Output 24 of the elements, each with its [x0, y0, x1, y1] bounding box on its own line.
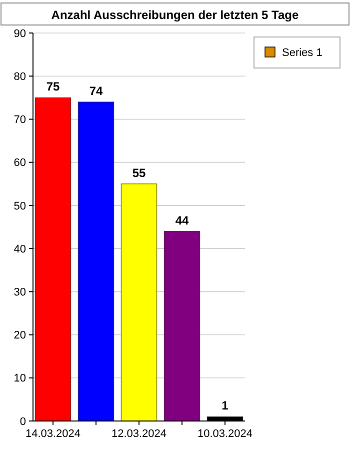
y-tick-label: 70: [14, 114, 26, 126]
data-label: 1: [222, 398, 229, 413]
data-label: 74: [89, 84, 103, 98]
y-tick-label: 30: [14, 286, 26, 299]
text: Series 1: [282, 47, 322, 59]
bar: [78, 102, 114, 422]
data-label: 55: [132, 166, 146, 180]
y-tick-label: 10: [14, 372, 26, 385]
y-tick-label: 80: [14, 70, 26, 83]
y-tick-label: 40: [14, 243, 26, 256]
bar: [164, 231, 200, 422]
x-tick-label: 14.03.2024: [25, 428, 81, 440]
y-tick-label: 50: [14, 200, 26, 212]
data-label: 75: [46, 80, 60, 94]
bar: [34, 97, 72, 422]
x-tick-label: 12.03.2024: [111, 428, 167, 440]
data-label: 44: [175, 213, 189, 228]
bar: [120, 184, 158, 422]
y-tick-label: 60: [14, 157, 26, 170]
y-tick-label: 90: [14, 28, 26, 40]
y-tick-label: 0: [20, 416, 26, 428]
y-tick-label: 20: [14, 330, 26, 342]
chart-title: Anzahl Ausschreibungen der letzten 5 Tage: [51, 8, 300, 22]
x-tick-label: 10.03.2024: [197, 428, 253, 440]
